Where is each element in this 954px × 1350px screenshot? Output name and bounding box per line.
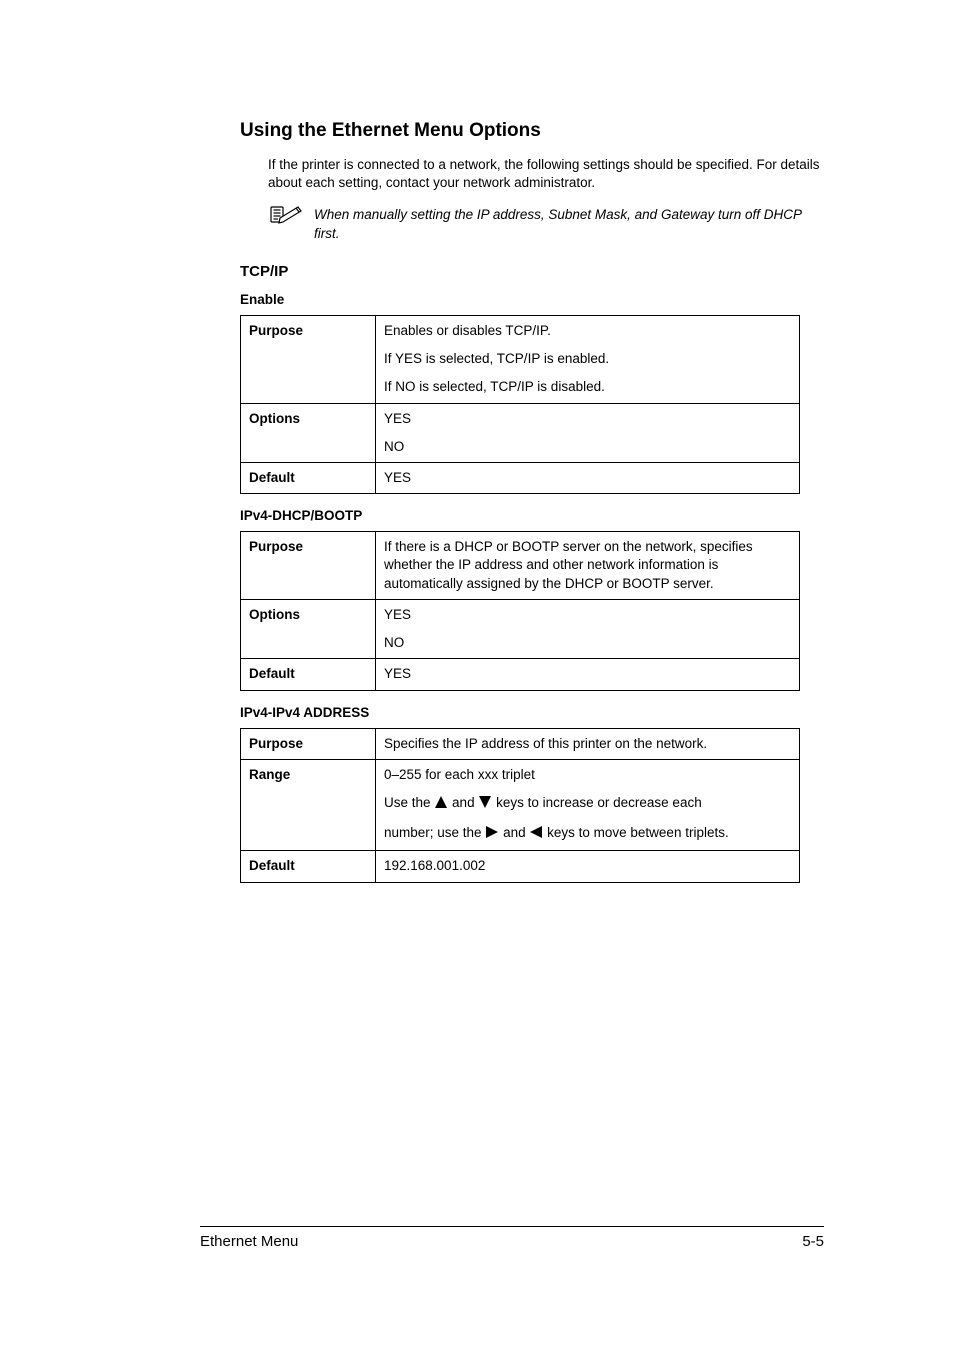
cell-label: Default (241, 462, 376, 493)
note-icon (268, 204, 304, 231)
cell-value: YES (376, 462, 800, 493)
cell-value: 192.168.001.002 (376, 851, 800, 882)
cell-label: Default (241, 851, 376, 882)
option-line: YES (384, 606, 791, 624)
table-enable: Purpose Enables or disables TCP/IP. If Y… (240, 315, 800, 494)
up-arrow-icon (434, 795, 448, 814)
cell-value: YES NO (376, 599, 800, 658)
range-line: 0–255 for each xxx triplet (384, 766, 791, 784)
table-row: Purpose Enables or disables TCP/IP. If Y… (241, 315, 800, 403)
text-fragment: and (503, 825, 529, 840)
table-row: Default YES (241, 462, 800, 493)
page-footer: Ethernet Menu 5-5 (200, 1226, 824, 1250)
note: When manually setting the IP address, Su… (268, 206, 824, 242)
subsection-ipv4addr: IPv4-IPv4 ADDRESS (240, 705, 824, 720)
footer-divider (200, 1226, 824, 1227)
text-fragment: keys to increase or decrease each (496, 795, 702, 810)
footer-right: 5-5 (802, 1233, 824, 1250)
purpose-line: If NO is selected, TCP/IP is disabled. (384, 378, 791, 396)
range-line: Use the and keys to increase or decrease… (384, 794, 791, 814)
table-ipv4addr: Purpose Specifies the IP address of this… (240, 728, 800, 883)
cell-value: Enables or disables TCP/IP. If YES is se… (376, 315, 800, 403)
page-heading: Using the Ethernet Menu Options (240, 120, 824, 142)
note-text: When manually setting the IP address, Su… (314, 206, 824, 242)
cell-label: Range (241, 759, 376, 851)
down-arrow-icon (478, 795, 492, 814)
intro-paragraph: If the printer is connected to a network… (268, 156, 824, 192)
text-fragment: and (452, 795, 478, 810)
cell-label: Default (241, 659, 376, 690)
text-fragment: Use the (384, 795, 434, 810)
purpose-line: If YES is selected, TCP/IP is enabled. (384, 350, 791, 368)
cell-value: 0–255 for each xxx triplet Use the and k… (376, 759, 800, 851)
table-row: Options YES NO (241, 403, 800, 462)
cell-value: YES (376, 659, 800, 690)
cell-label: Purpose (241, 315, 376, 403)
cell-value: Specifies the IP address of this printer… (376, 728, 800, 759)
cell-label: Options (241, 599, 376, 658)
table-row: Range 0–255 for each xxx triplet Use the… (241, 759, 800, 851)
range-line: number; use the and keys to move between… (384, 824, 791, 844)
cell-value: If there is a DHCP or BOOTP server on th… (376, 532, 800, 600)
section-tcpip: TCP/IP (240, 263, 824, 280)
cell-value: YES NO (376, 403, 800, 462)
option-line: NO (384, 634, 791, 652)
left-arrow-icon (529, 825, 543, 844)
subsection-enable: Enable (240, 292, 824, 307)
purpose-line: Enables or disables TCP/IP. (384, 322, 791, 340)
text-fragment: keys to move between triplets. (547, 825, 729, 840)
table-row: Options YES NO (241, 599, 800, 658)
table-dhcp: Purpose If there is a DHCP or BOOTP serv… (240, 531, 800, 690)
right-arrow-icon (485, 825, 499, 844)
table-row: Default 192.168.001.002 (241, 851, 800, 882)
footer-left: Ethernet Menu (200, 1233, 298, 1250)
cell-label: Options (241, 403, 376, 462)
option-line: YES (384, 410, 791, 428)
table-row: Default YES (241, 659, 800, 690)
table-row: Purpose If there is a DHCP or BOOTP serv… (241, 532, 800, 600)
subsection-dhcp: IPv4-DHCP/BOOTP (240, 508, 824, 523)
cell-label: Purpose (241, 532, 376, 600)
cell-label: Purpose (241, 728, 376, 759)
option-line: NO (384, 438, 791, 456)
table-row: Purpose Specifies the IP address of this… (241, 728, 800, 759)
text-fragment: number; use the (384, 825, 485, 840)
